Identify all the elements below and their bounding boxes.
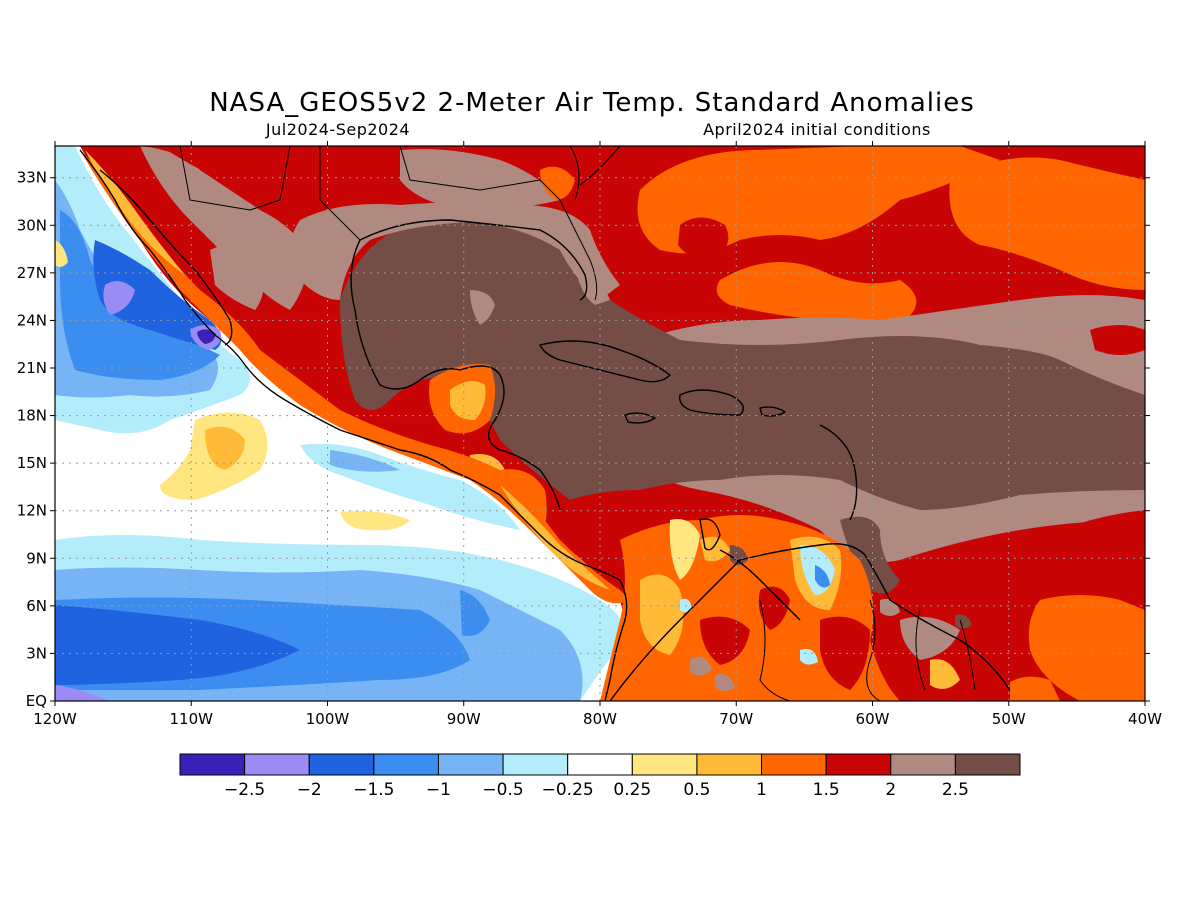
colorbar-swatch (631, 753, 698, 776)
colorbar-label: −1 (426, 780, 451, 800)
anomaly-field (55, 146, 1145, 701)
colorbar-label: −0.25 (542, 780, 594, 800)
colorbar-label: 0.25 (613, 780, 651, 800)
lat-tick-label: 33N (17, 169, 47, 187)
colorbar-label: −2 (297, 780, 322, 800)
colorbar-swatch (179, 753, 246, 776)
colorbar-label: 1.5 (813, 780, 840, 800)
colorbar-swatch (825, 753, 892, 776)
colorbar-swatch (502, 753, 569, 776)
map-title: NASA_GEOS5v2 2-Meter Air Temp. Standard … (209, 88, 975, 118)
coastlines (79, 146, 1011, 701)
colorbar-swatch (373, 753, 439, 776)
lat-tick-label: 6N (26, 597, 47, 615)
lat-tick-label: 15N (17, 454, 47, 472)
colorbar-swatch (954, 753, 1021, 776)
lon-tick-label: 100W (306, 710, 350, 728)
colorbar-label: 2.5 (942, 780, 969, 800)
lat-tick-label: EQ (26, 692, 47, 710)
lon-tick-label: 90W (447, 710, 481, 728)
lon-tick-label: 70W (719, 710, 753, 728)
colorbar (179, 753, 1021, 776)
init-conditions-subtitle: April2024 initial conditions (703, 120, 931, 139)
lat-tick-label: 30N (17, 216, 47, 234)
map-gridlines (55, 146, 1145, 701)
colorbar-label: 0.5 (683, 780, 710, 800)
colorbar-label: −2.5 (224, 780, 265, 800)
colorbar-swatch (696, 753, 763, 776)
colorbar-label: −1.5 (353, 780, 394, 800)
colorbar-swatch (244, 753, 310, 776)
lon-tick-label: 60W (856, 710, 890, 728)
season-subtitle: Jul2024-Sep2024 (265, 120, 410, 139)
lat-tick-label: 21N (17, 359, 47, 377)
axis-ticks (50, 141, 1150, 706)
lat-tick-label: 24N (17, 311, 47, 329)
lat-tick-label: 12N (17, 502, 47, 520)
colorbar-label: 2 (885, 780, 896, 800)
lon-tick-label: 120W (33, 710, 77, 728)
colorbar-label: 1 (756, 780, 767, 800)
lat-tick-label: 18N (17, 407, 47, 425)
colorbar-labels: −2.5 −2 −1.5 −1 −0.5 −0.25 0.25 0.5 1 1.5 2 2.5 (224, 780, 969, 800)
longitude-labels: 120W 110W 100W 90W 80W 70W 60W 50W 40W (33, 710, 1162, 728)
lat-tick-label: 9N (26, 549, 47, 567)
colorbar-swatch (437, 753, 504, 776)
lon-tick-label: 40W (1128, 710, 1162, 728)
colorbar-swatch (890, 753, 956, 776)
lon-tick-label: 50W (992, 710, 1026, 728)
lon-tick-label: 110W (170, 710, 214, 728)
colorbar-label: −0.5 (482, 780, 523, 800)
lat-tick-label: 3N (26, 644, 47, 662)
colorbar-swatch (761, 753, 827, 776)
colorbar-swatch (567, 753, 633, 776)
lat-tick-label: 27N (17, 264, 47, 282)
latitude-labels: EQ 3N 6N 9N 12N 15N 18N 21N 24N 27N 30N 33N (17, 169, 47, 710)
lon-tick-label: 80W (583, 710, 617, 728)
colorbar-swatch (308, 753, 375, 776)
